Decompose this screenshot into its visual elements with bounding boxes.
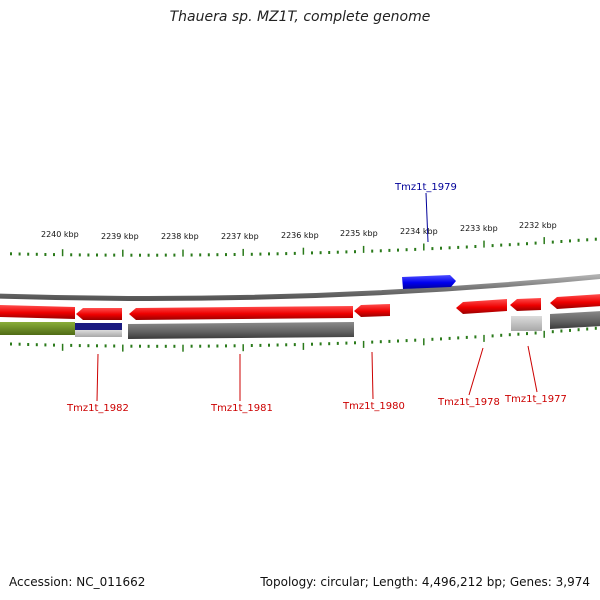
topology-text: Topology: circular; Length: 4,496,212 bp… xyxy=(260,575,590,589)
scale-label-2237: 2237 kbp xyxy=(221,232,259,241)
lower-track xyxy=(0,311,600,339)
reverse-genes xyxy=(0,294,600,320)
accession-text: Accession: NC_011662 xyxy=(9,575,146,589)
scale-label-2233: 2233 kbp xyxy=(460,224,498,233)
gene-label-tmz1t-1982[interactable]: Tmz1t_1982 xyxy=(66,403,129,414)
gene-tmz1t-1978[interactable] xyxy=(456,299,507,314)
gene-reverse-left-edge[interactable] xyxy=(0,305,75,319)
scale-labels: 2240 kbp 2239 kbp 2238 kbp 2237 kbp 2236… xyxy=(41,221,557,241)
scale-label-2238: 2238 kbp xyxy=(161,232,199,241)
scale-label-2240: 2240 kbp xyxy=(41,230,79,239)
gene-label-tmz1t-1977[interactable]: Tmz1t_1977 xyxy=(504,394,567,405)
gene-label-tmz1t-1978[interactable]: Tmz1t_1978 xyxy=(437,397,500,408)
gray-block-light xyxy=(511,316,542,331)
gene-label-tmz1t-1979[interactable]: Tmz1t_1979 xyxy=(394,182,457,193)
gene-tmz1t-1980[interactable] xyxy=(354,304,390,317)
gene-label-tmz1t-1981[interactable]: Tmz1t_1981 xyxy=(210,403,273,414)
gene-tmz1t-1977[interactable] xyxy=(510,298,541,311)
gc-low-block xyxy=(75,323,122,330)
scale-label-2234: 2234 kbp xyxy=(400,227,438,236)
scale-label-2235: 2235 kbp xyxy=(340,229,378,238)
gc-high-block xyxy=(0,322,75,335)
scale-label-2239: 2239 kbp xyxy=(101,232,139,241)
scale-ticks-upper xyxy=(10,237,597,257)
gene-reverse-right-edge[interactable] xyxy=(550,294,600,309)
label-leaders xyxy=(96,345,538,402)
gray-block-right xyxy=(550,311,600,329)
gene-tmz1t-1981[interactable] xyxy=(129,306,353,320)
genome-title: Thauera sp. MZ1T, complete genome xyxy=(169,9,431,25)
scale-label-2232: 2232 kbp xyxy=(519,221,557,230)
gray-block-main xyxy=(128,322,354,339)
genome-backbone xyxy=(0,273,600,301)
gene-tmz1t-1979[interactable] xyxy=(402,192,456,289)
gene-tmz1t-1982[interactable] xyxy=(76,308,122,320)
gene-label-tmz1t-1980[interactable]: Tmz1t_1980 xyxy=(342,401,405,412)
gc-light-block xyxy=(75,330,122,337)
scale-label-2236: 2236 kbp xyxy=(281,231,319,240)
scale-ticks-lower xyxy=(10,326,597,352)
